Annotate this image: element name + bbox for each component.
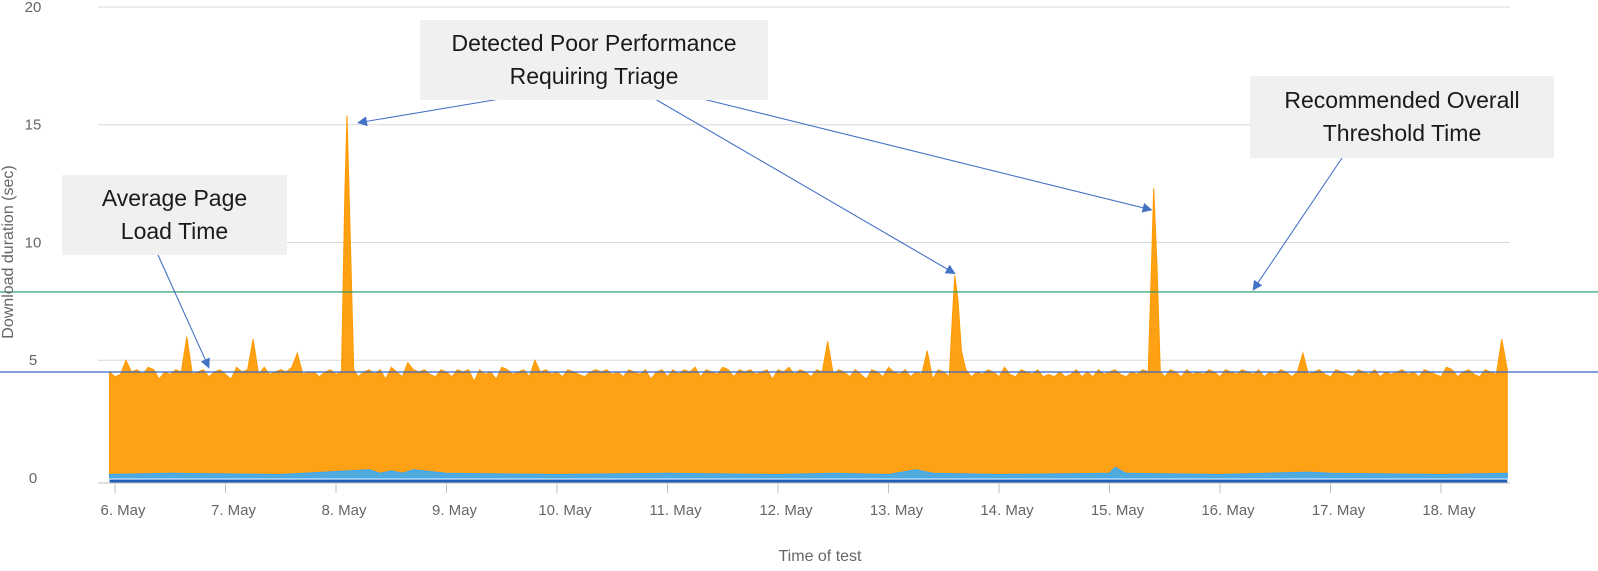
x-tick-label: 12. May xyxy=(759,502,813,519)
x-tick-label: 13. May xyxy=(870,502,924,519)
x-tick-label: 11. May xyxy=(649,502,702,519)
axes: 0 5 10 15 20 6. May 7. May 8. May 9. May 10. May 1… xyxy=(25,0,1510,519)
annotation-arrow-avg xyxy=(157,254,210,369)
y-tick-label: 0 xyxy=(29,470,37,487)
callout-line: Average Page xyxy=(101,185,248,211)
y-tick-label: 10 xyxy=(25,234,42,251)
annotation-arrows xyxy=(157,98,1343,369)
series-layer xyxy=(109,115,1508,483)
x-tick-label: 6. May xyxy=(100,502,146,519)
x-tick-label: 15. May xyxy=(1091,502,1145,519)
annotation-arrow-poor xyxy=(702,98,1153,213)
y-tick-label: 20 xyxy=(25,0,42,16)
annotation-arrow-threshold xyxy=(1252,157,1343,291)
reference-lines xyxy=(0,291,1598,373)
callout-average-page-load-time: Average Page Load Time xyxy=(62,175,287,255)
x-tick-label: 16. May xyxy=(1201,502,1255,519)
x-tick-label: 9. May xyxy=(432,502,478,519)
annotation-arrow-poor xyxy=(357,98,501,127)
callout-line: Load Time xyxy=(120,218,229,244)
annotation-arrow-poor xyxy=(654,98,956,274)
callout-recommended-threshold-time: Recommended Overall Threshold Time xyxy=(1250,76,1554,158)
series-area-secondary xyxy=(109,466,1508,479)
y-axis-title: Download duration (sec) xyxy=(0,165,17,338)
callout-line: Detected Poor Performance xyxy=(451,30,737,56)
series-area-total xyxy=(109,115,1508,479)
x-tick-label: 18. May xyxy=(1422,502,1476,519)
x-tick-label: 7. May xyxy=(211,502,257,519)
x-tick-label: 14. May xyxy=(980,502,1034,519)
callout-detected-poor-performance: Detected Poor Performance Requiring Tria… xyxy=(420,20,768,100)
y-tick-label: 5 xyxy=(29,352,37,369)
gridlines xyxy=(98,6,1510,361)
y-tick-label: 15 xyxy=(25,117,42,134)
callout-line: Recommended Overall xyxy=(1284,87,1520,113)
x-tick-label: 10. May xyxy=(538,502,592,519)
x-axis-title: Time of test xyxy=(779,548,863,565)
callout-line: Threshold Time xyxy=(1322,120,1482,146)
callout-line: Requiring Triage xyxy=(509,63,679,89)
x-tick-label: 8. May xyxy=(321,502,367,519)
x-tick-label: 17. May xyxy=(1312,502,1366,519)
